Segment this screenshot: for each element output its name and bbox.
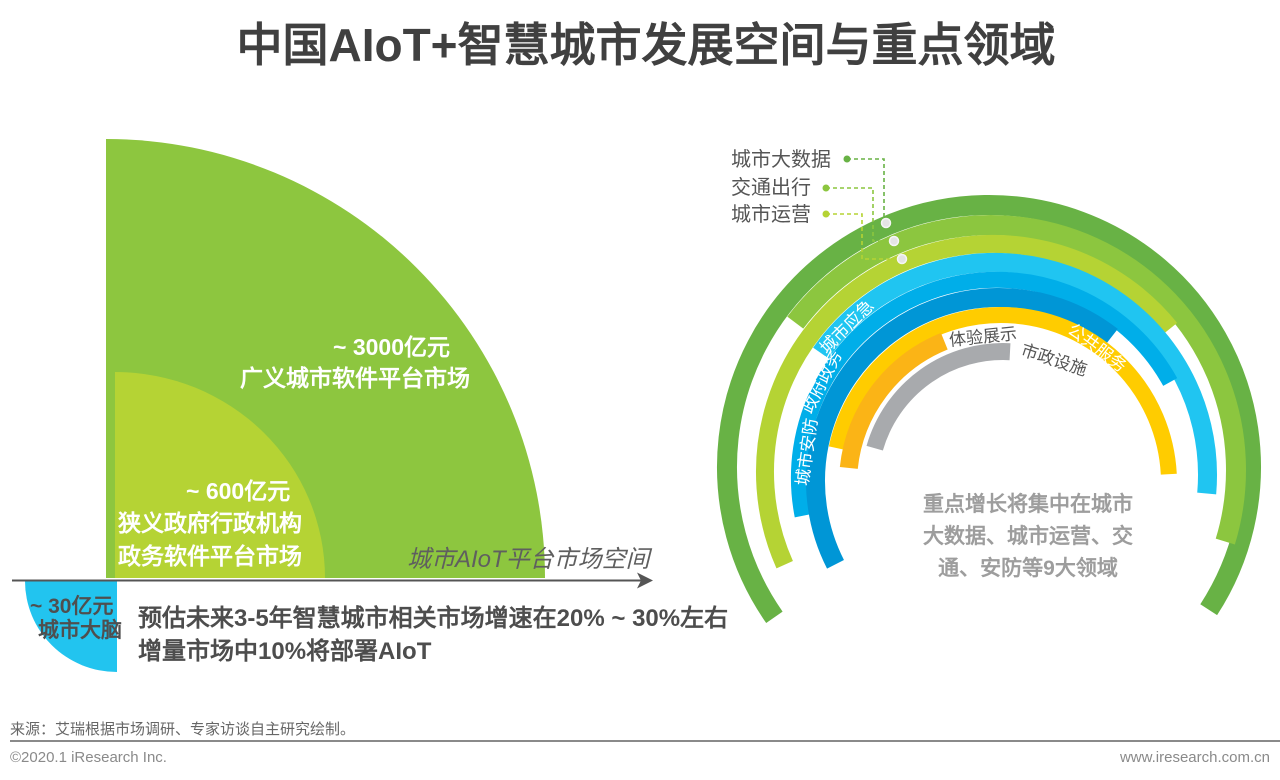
summary-line1: 重点增长将集中在城市 — [923, 493, 1133, 516]
callout-dot-city-operations — [822, 210, 830, 218]
callout-dot-transportation — [822, 184, 830, 192]
ring-municipal-facilities — [866, 343, 1011, 451]
broad-market-value-label: ~ 3000亿元 — [333, 334, 450, 360]
city-brain-quarter-circle — [25, 581, 117, 672]
ring-marker-city-big-data — [880, 217, 892, 229]
ring-experience-display — [839, 332, 948, 469]
forecast-annotation-line1: 预估未来3-5年智慧城市相关市场增速在20% ~ 30%左右 — [138, 605, 729, 632]
ring-marker-city-operations — [896, 253, 908, 265]
callout-leaders — [826, 158, 897, 260]
ring-government-affairs — [790, 271, 1178, 518]
ring-city-security — [806, 287, 1118, 569]
narrow-market-category-label-line1: 狭义政府行政机构 — [118, 510, 302, 536]
x-axis-label: 城市AIoT平台市场空间 — [407, 546, 650, 573]
city-brain-value-label: ~ 30亿元 — [30, 595, 114, 618]
footer-divider — [10, 740, 1280, 742]
summary-line2: 大数据、城市运营、交 — [923, 525, 1133, 548]
forecast-annotation-line2: 增量市场中10%将部署AIoT — [138, 638, 432, 665]
callout-label-city-operations: 城市运营 — [731, 204, 811, 226]
ring-public-services — [828, 307, 1177, 475]
broad-market-category-label: 广义城市软件平台市场 — [240, 365, 470, 391]
narrow-market-category-label-line2: 政务软件平台市场 — [118, 543, 302, 569]
callout-label-city-big-data: 城市大数据 — [731, 149, 831, 171]
ring-marker-transportation — [888, 235, 900, 247]
leader-line-city-big-data — [847, 158, 885, 220]
ring-city-big-data — [716, 194, 1261, 624]
callout-label-transportation: 交通出行 — [731, 177, 811, 199]
domain-rings — [716, 194, 1261, 624]
leader-line-city-operations — [826, 213, 897, 260]
city-brain-category-label: 城市大脑 — [38, 619, 122, 642]
narrow-market-quarter-circle — [115, 372, 325, 578]
copyright: ©2020.1 iResearch Inc. — [10, 749, 167, 766]
summary-line3: 通、安防等9大领域 — [938, 557, 1118, 580]
ring-city-emergency — [813, 252, 1217, 495]
callout-dot-city-big-data — [843, 155, 851, 163]
callout-dots — [822, 155, 908, 265]
source-note: 来源：艾瑞根据市场调研、专家访谈自主研究绘制。 — [10, 721, 356, 738]
page-title: 中国AIoT+智慧城市发展空间与重点领域 — [236, 19, 1056, 71]
ring-transportation — [787, 215, 1246, 545]
x-axis-arrow-icon — [637, 572, 653, 589]
market-size-chart — [12, 139, 653, 672]
website-url: www.iresearch.com.cn — [1119, 749, 1270, 766]
leader-line-transportation — [826, 187, 889, 242]
ring-city-operations — [756, 234, 1178, 569]
narrow-market-value-label: ~ 600亿元 — [186, 478, 291, 504]
